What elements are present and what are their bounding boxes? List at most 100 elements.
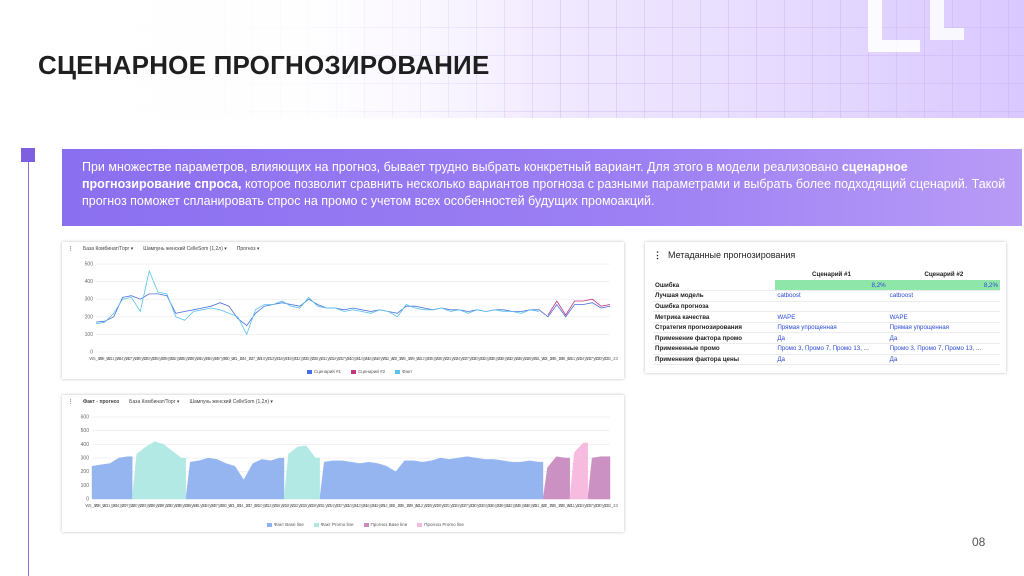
filter-dropdown[interactable]: Шампунь женский CelleSom (1,2л) ▾ — [143, 246, 227, 252]
table-row: Примененные промо Промо 3, Промо 7, Промо… — [653, 343, 1000, 355]
x-tick-label: W39_22 — [495, 503, 511, 508]
series-area — [283, 445, 320, 500]
x-tick-label: W16_21 — [272, 503, 288, 508]
x-tick-label: W14_20 — [111, 503, 127, 508]
x-tick-label: W45_22 — [514, 356, 530, 361]
intro-text-highlight: сценарное прогнозирование спроса, — [82, 160, 908, 191]
x-tick-label: W8_23 — [559, 503, 573, 508]
x-tick-label: W47_20 — [209, 503, 225, 508]
legend-item[interactable]: Факт Base line — [267, 522, 304, 527]
kebab-menu-icon[interactable]: ⋮ — [653, 250, 662, 260]
x-tick-label: W25_21 — [301, 356, 317, 361]
x-tick-label: W13_21 — [263, 503, 279, 508]
column-header: Сценарий #1 — [812, 271, 851, 278]
row-label: Лучшая модель — [653, 290, 776, 302]
side-accent-line — [28, 150, 29, 576]
header-fade — [0, 0, 560, 118]
page-title: СЦЕНАРНОЕ ПРОГНОЗИРОВАНИЕ — [38, 50, 490, 80]
x-tick-label: W6_22 — [398, 503, 412, 508]
x-tick-label: W42_22 — [505, 356, 521, 361]
x-tick-label: W11_20 — [102, 503, 118, 508]
table-cell: WAPE — [887, 311, 1000, 323]
legend-item[interactable]: Факт Promo line — [313, 522, 354, 527]
kebab-menu-icon[interactable]: ⋮ — [68, 246, 73, 252]
x-tick-label: W50_20 — [218, 503, 234, 508]
legend-item[interactable]: Факт — [395, 369, 412, 374]
y-tick-label: 500 — [81, 428, 90, 434]
row-label: Применения фактора цены — [653, 354, 776, 366]
x-tick-label: W10_21 — [257, 356, 273, 361]
x-tick-label: W21_22 — [441, 503, 457, 508]
x-tick-label: W10_21 — [254, 503, 270, 508]
x-tick-label: W45_22 — [513, 503, 529, 508]
table-header-row: Сценарий #1 Сценарий #2 — [653, 269, 1000, 280]
intro-text-part2: которое позволит сравнить несколько вари… — [82, 177, 1006, 208]
intro-box: При множестве параметров, влияющих на пр… — [62, 149, 1022, 226]
x-tick-label: W11_20 — [106, 356, 122, 361]
series-area — [319, 456, 544, 500]
fact-forecast-area-chart-card: ⋮ Факт - прогноз База Комбинат/Торг ▾ Ша… — [62, 395, 624, 532]
row-label: Ошибка прогноза — [653, 301, 776, 313]
legend-item[interactable]: Сценарий #2 — [351, 369, 385, 374]
forecast-line-chart-card: ⋮ База Комбинат/Торг ▾ Шампунь женский C… — [62, 242, 624, 379]
header-band — [0, 0, 1024, 118]
x-tick-label: W52_21 — [379, 503, 395, 508]
x-tick-label: W19_21 — [283, 356, 299, 361]
x-tick-label: W14_20 — [115, 356, 131, 361]
filter-dropdown[interactable]: Шампунь женский CelleSom (1,2л) ▾ — [189, 399, 273, 405]
x-tick-label: W17_20 — [120, 503, 136, 508]
x-tick-label: W24_22 — [450, 503, 466, 508]
x-tick-label: W12_22 — [416, 356, 432, 361]
x-tick-label: W26_20 — [147, 503, 163, 508]
x-tick-label: W22_21 — [292, 356, 308, 361]
filter-dropdown[interactable]: Прогноз ▾ — [236, 246, 260, 252]
corner-logo-shape — [868, 0, 964, 52]
y-tick-label: 500 — [85, 262, 94, 268]
x-tick-label: W48_22 — [522, 503, 538, 508]
table-row: Ошибка прогноза — [653, 301, 1000, 313]
x-tick-label: W7_21 — [249, 356, 263, 361]
x-tick-label: W35_20 — [174, 503, 190, 508]
x-tick-label: W33_22 — [478, 356, 494, 361]
x-tick-label: W50_20 — [221, 356, 237, 361]
row-label: Стратегия прогнозирования — [653, 322, 776, 334]
x-tick-label: W18_22 — [433, 503, 449, 508]
x-tick-label: W51_22 — [531, 503, 547, 508]
series-area — [185, 457, 285, 500]
x-tick-label: W9_22 — [407, 503, 421, 508]
x-tick-label: W41_20 — [191, 503, 207, 508]
metadata-card: ⋮ Метаданные прогнозирования Сценарий #1 … — [645, 242, 1006, 373]
x-tick-label: W26_20 — [150, 356, 166, 361]
kebab-menu-icon[interactable]: ⋮ — [68, 399, 73, 405]
y-tick-label: 0 — [86, 497, 89, 503]
metadata-title: ⋮ Метаданные прогнозирования — [653, 250, 796, 260]
x-tick-label: W8_20 — [94, 503, 108, 508]
x-tick-label: W34_21 — [325, 503, 341, 508]
x-tick-label: W23_20 — [138, 503, 154, 508]
filter-dropdown[interactable]: База Комбинат/Торг ▾ — [129, 399, 180, 405]
x-tick-label: W5_23 — [550, 503, 564, 508]
table-row: Метрика качества WAPE WAPE — [653, 311, 1000, 323]
legend-item[interactable]: Прогноз Base line — [363, 522, 407, 527]
x-tick-label: W52_21 — [381, 356, 397, 361]
y-tick-label: 300 — [81, 456, 90, 462]
x-tick-label: W35_20 — [177, 356, 193, 361]
series-area — [569, 442, 588, 500]
x-tick-label: W17_20 — [124, 356, 140, 361]
column-header: Сценарий #2 — [924, 271, 964, 278]
x-tick-label: W6_22 — [400, 356, 414, 361]
x-tick-label: W40_21 — [345, 356, 361, 361]
legend-item[interactable]: Прогноз Promo line — [417, 522, 464, 527]
x-tick-label: W51_22 — [531, 356, 547, 361]
legend-item[interactable]: Сценарий #1 — [307, 369, 341, 374]
x-tick-label: W22_21 — [290, 503, 306, 508]
x-tick-label: W39_22 — [496, 356, 512, 361]
x-tick-label: W5_23 — [550, 356, 564, 361]
filter-dropdown[interactable]: База Комбинат/Торг ▾ — [83, 246, 134, 252]
x-tick-label: W4_21 — [237, 503, 251, 508]
x-tick-label: W40_21 — [343, 503, 359, 508]
series-area — [131, 441, 186, 500]
x-tick-label: W11_23 — [567, 503, 583, 508]
chart-bottom-toolbar: ⋮ Факт - прогноз База Комбинат/Торг ▾ Ша… — [68, 399, 273, 405]
table-cell: WAPE — [775, 311, 888, 323]
